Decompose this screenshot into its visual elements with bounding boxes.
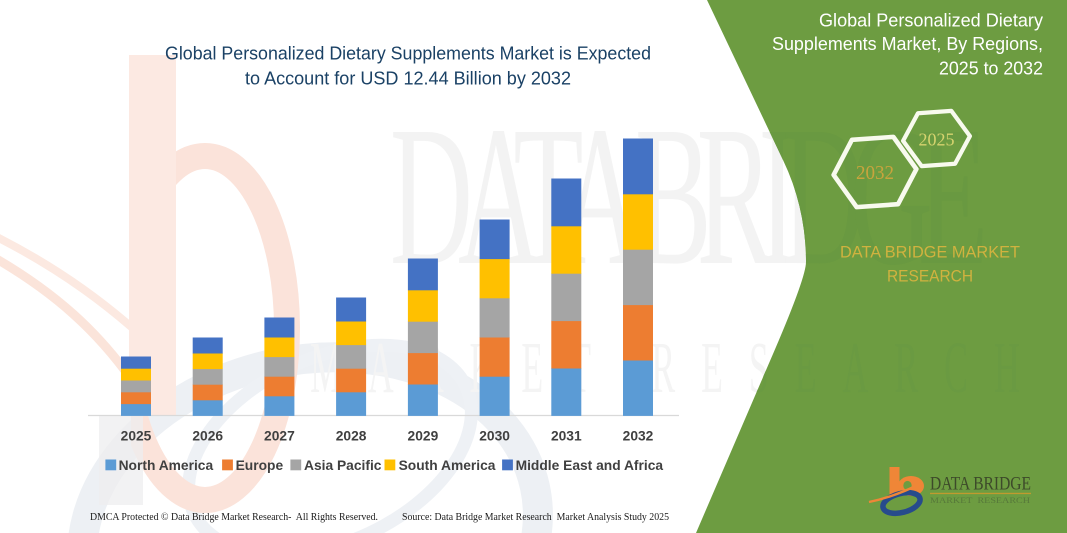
svg-text:2026: 2026 (192, 428, 223, 443)
svg-text:DATA BRIDGE MARKET: DATA BRIDGE MARKET (840, 244, 1020, 262)
svg-text:Europe: Europe (236, 458, 284, 473)
svg-text:RESEARCH: RESEARCH (887, 268, 973, 286)
svg-text:to Account for USD 12.44 Billi: to Account for USD 12.44 Billion by 2032 (245, 68, 571, 89)
svg-text:2030: 2030 (479, 428, 510, 443)
svg-text:Middle East and Africa: Middle East and Africa (516, 458, 664, 473)
svg-text:North America: North America (119, 458, 214, 473)
svg-text:Global Personalized Dietary Su: Global Personalized Dietary Supplements … (165, 43, 651, 64)
svg-text:Supplements Market, By Regions: Supplements Market, By Regions, (772, 34, 1043, 54)
svg-text:2031: 2031 (551, 428, 582, 443)
svg-text:2025 to 2032: 2025 to 2032 (939, 59, 1043, 79)
svg-text:Asia Pacific: Asia Pacific (304, 458, 382, 473)
svg-text:South America: South America (399, 458, 496, 473)
svg-text:DATA BRIDGE: DATA BRIDGE (930, 474, 1031, 495)
svg-text:2032: 2032 (623, 428, 654, 443)
svg-text:2025: 2025 (121, 428, 152, 443)
svg-text:2029: 2029 (408, 428, 439, 443)
svg-text:2025: 2025 (919, 130, 955, 150)
svg-text:Source: Data Bridge Market Res: Source: Data Bridge Market Research Mark… (402, 512, 669, 523)
svg-text:DMCA Protected © Data Bridge M: DMCA Protected © Data Bridge Market Rese… (90, 511, 378, 523)
svg-text:2028: 2028 (336, 428, 367, 443)
svg-text:2027: 2027 (264, 428, 295, 443)
svg-text:MARKET RESEARCH: MARKET RESEARCH (930, 495, 1030, 505)
svg-text:Global Personalized Dietary: Global Personalized Dietary (819, 11, 1043, 31)
svg-text:2032: 2032 (856, 162, 894, 184)
